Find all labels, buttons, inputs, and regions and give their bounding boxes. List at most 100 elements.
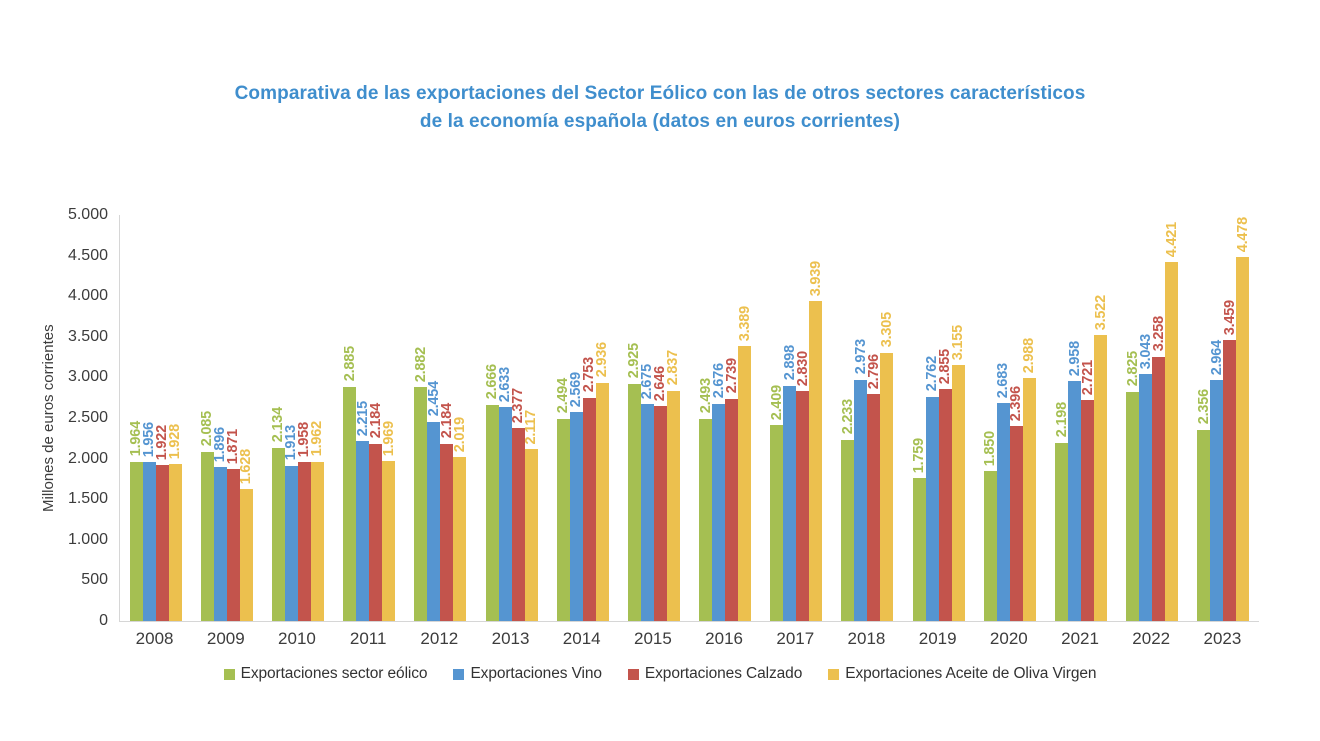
- bar-value-label: 3.305: [878, 312, 895, 348]
- chart-title-line1: Comparativa de las exportaciones del Sec…: [234, 83, 1086, 104]
- legend-item: Exportaciones Aceite de Oliva Virgen: [828, 665, 1096, 683]
- bar: 2.666: [484, 364, 500, 621]
- bar: 2.882: [413, 347, 429, 621]
- bar-value-label: 2.936: [594, 342, 611, 378]
- bar: 1.964: [128, 421, 144, 621]
- bar: 2.377: [510, 388, 526, 621]
- y-tick-label: 1.500: [67, 490, 108, 508]
- legend-item: Exportaciones sector eólico: [223, 665, 428, 683]
- plot-area: 1.964 1.956 1.922 1.928 2.085 1.896 1.871 1.628…: [119, 215, 1259, 622]
- bar: 2.753: [581, 357, 597, 621]
- legend-label: Exportaciones Calzado: [644, 665, 803, 682]
- bar: 2.830: [795, 351, 811, 621]
- bar: 2.958: [1067, 341, 1083, 621]
- x-tick-label: 2012: [420, 629, 459, 648]
- bar: 2.134: [270, 407, 286, 621]
- bar-group-2018: 2.233 2.973 2.796 3.305: [840, 215, 895, 621]
- x-tick-label: 2023: [1203, 629, 1242, 648]
- bar-group-2014: 2.494 2.569 2.753 2.936: [555, 215, 610, 621]
- bar-group-2015: 2.925 2.675 2.646 2.837: [626, 215, 681, 621]
- x-tick-label: 2019: [918, 629, 957, 648]
- legend-label: Exportaciones sector eólico: [240, 665, 428, 682]
- bar: 1.922: [154, 425, 170, 621]
- bar: 2.646: [652, 366, 668, 621]
- x-tick-label: 2022: [1132, 629, 1171, 648]
- y-tick-label: 2.000: [67, 449, 108, 467]
- bar: 2.739: [724, 358, 740, 621]
- bar-value-label: 2.988: [1021, 338, 1038, 374]
- bar-group-2008: 1.964 1.956 1.922 1.928: [128, 215, 184, 621]
- y-tick-label: 500: [81, 571, 108, 589]
- bar: 2.885: [342, 346, 358, 621]
- bar: 2.683: [995, 363, 1011, 621]
- bar: 2.493: [698, 378, 714, 621]
- bar-group-2019: 1.759 2.762 2.855 3.155: [911, 215, 966, 621]
- bar: 2.837: [665, 350, 681, 621]
- bar-group-2016: 2.493 2.676 2.739 3.389: [698, 215, 753, 621]
- bar-value-label: 1.628: [238, 448, 255, 484]
- bar: 1.628: [238, 449, 254, 621]
- x-tick-label: 2015: [633, 629, 672, 648]
- chart-title: Comparativa de las exportaciones del Sec…: [0, 80, 1320, 135]
- bar: 1.871: [225, 429, 241, 621]
- bar: 2.855: [937, 349, 953, 621]
- bar: 2.184: [368, 403, 384, 621]
- bar-group-2022: 2.825 3.043 3.258 4.421: [1125, 215, 1180, 621]
- bar-value-label: 1.969: [380, 420, 397, 457]
- bar-group-2010: 2.134 1.913 1.958 1.962: [270, 215, 326, 621]
- bar: 2.675: [639, 364, 655, 621]
- bar-value-label: 2.882: [412, 346, 429, 382]
- bar: 2.198: [1054, 402, 1070, 621]
- bar: 2.019: [452, 417, 468, 621]
- bar-group-2012: 2.882 2.454 2.184 2.019: [413, 215, 468, 621]
- bar: 1.958: [296, 422, 312, 621]
- x-tick-label: 2008: [135, 629, 174, 648]
- legend: Exportaciones sector eólico Exportaciones…: [0, 665, 1320, 683]
- bar-value-label: 2.019: [451, 416, 468, 453]
- bar: 2.409: [769, 385, 785, 621]
- bar-group-2009: 2.085 1.896 1.871 1.628: [199, 215, 254, 621]
- bar: 2.676: [711, 363, 727, 621]
- bar: 2.117: [523, 410, 539, 621]
- bar: 3.043: [1138, 334, 1154, 621]
- x-tick-label: 2016: [705, 629, 743, 648]
- bar-group-2023: 2.356 2.964 3.459 4.478: [1196, 215, 1251, 621]
- bar-group-2020: 1.850 2.683 2.396 2.988: [982, 215, 1037, 621]
- x-tick-label: 2021: [1061, 629, 1099, 648]
- bar-value-label: 3.939: [807, 260, 824, 297]
- bar-value-label: 1.962: [309, 421, 326, 457]
- x-tick-label: 2009: [206, 629, 245, 648]
- bar: 3.155: [950, 325, 966, 621]
- y-tick-label: 4.500: [67, 246, 108, 264]
- bar: 3.305: [879, 312, 895, 621]
- bar: 2.454: [426, 381, 442, 621]
- bar: 2.936: [594, 342, 610, 621]
- bar: 2.988: [1021, 338, 1037, 621]
- bar: 3.939: [808, 261, 824, 621]
- bar: 3.459: [1222, 300, 1238, 621]
- x-axis-tick-labels: 2008 2009 2010 2011 2012 2013 2014 2015 2016 2017…: [119, 629, 1258, 649]
- bar: 1.913: [283, 425, 299, 621]
- legend-label: Exportaciones Vino: [470, 665, 602, 682]
- bar-value-label: 3.522: [1092, 294, 1109, 330]
- bar-group-2021: 2.198 2.958 2.721 3.522: [1054, 215, 1109, 621]
- bar: 2.898: [782, 345, 798, 621]
- y-tick-label: 5.000: [67, 206, 108, 223]
- bar: 2.796: [866, 354, 882, 621]
- bar: 4.421: [1164, 222, 1180, 621]
- chart-title-line2: de la economía española (datos en euros …: [419, 110, 901, 132]
- bar-value-label: 1.928: [167, 424, 184, 460]
- bar: 3.522: [1093, 295, 1109, 621]
- bar: 2.925: [626, 343, 642, 621]
- legend-swatch-icon: [223, 668, 235, 680]
- bar-group-2017: 2.409 2.898 2.830 3.939: [769, 215, 824, 621]
- y-tick-label: 3.500: [67, 327, 108, 345]
- y-tick-label: 1.000: [67, 530, 108, 548]
- bar-value-label: 4.478: [1234, 217, 1251, 253]
- legend-item: Exportaciones Calzado: [627, 665, 803, 683]
- bar: 1.850: [982, 431, 998, 621]
- bar: 1.896: [212, 427, 228, 621]
- x-tick-label: 2017: [776, 629, 815, 648]
- y-tick-label: 3.000: [67, 368, 108, 386]
